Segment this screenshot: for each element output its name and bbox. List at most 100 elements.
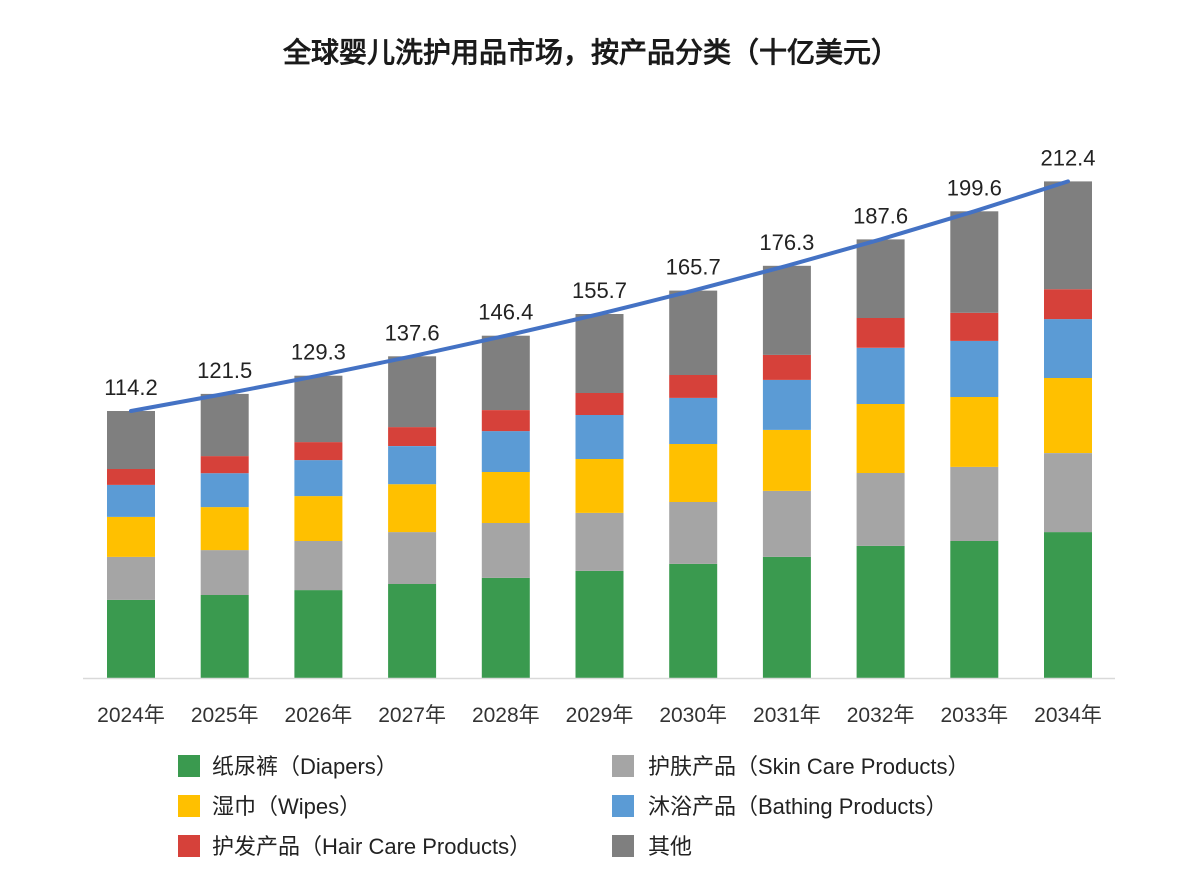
bar-segment-bathing-7 [762, 379, 811, 430]
bar-segment-other-4 [481, 335, 530, 410]
bar-segment-other-1 [200, 393, 249, 457]
bar-segment-skin-care-4 [481, 523, 530, 578]
bar-segment-hair-care-7 [762, 354, 811, 380]
bar-segment-bathing-0 [107, 484, 155, 517]
legend-item-wipes[interactable]: 湿巾（Wipes） [178, 794, 361, 819]
bar-segment-hair-care-6 [669, 375, 718, 398]
legend-label-other: 其他 [648, 834, 692, 859]
total-data-label-1: 121.5 [197, 358, 252, 383]
bar-segment-skin-care-8 [856, 473, 905, 546]
legend-label-bathing: 沐浴产品（Bathing Products） [648, 794, 948, 819]
bar-segment-hair-care-10 [1044, 289, 1092, 320]
bar-segment-other-8 [856, 239, 905, 318]
bar-segment-wipes-10 [1044, 378, 1092, 453]
legend-swatch-skin-care [612, 755, 634, 777]
legend: 纸尿裤（Diapers） 护肤产品（Skin Care Products） 湿巾… [178, 754, 970, 859]
legend-swatch-bathing [612, 795, 634, 817]
bar-segment-hair-care-0 [107, 469, 155, 485]
chart-title: 全球婴儿洗护用品市场，按产品分类（十亿美元） [282, 36, 899, 68]
bar-segment-bathing-6 [669, 397, 718, 444]
bar-segment-skin-care-3 [388, 532, 437, 584]
bar-segment-skin-care-1 [200, 550, 249, 595]
legend-label-hair-care: 护发产品（Hair Care Products） [212, 834, 531, 859]
bar-segment-other-7 [762, 265, 811, 355]
category-labels: 2024年 2025年 2026年 2027年 2028年 2029年 2030年 2031年… [97, 704, 1102, 727]
bar-segment-diapers-3 [388, 584, 437, 678]
legend-item-bathing[interactable]: 沐浴产品（Bathing Products） [612, 794, 948, 819]
legend-item-other[interactable]: 其他 [612, 834, 692, 859]
bar-segment-hair-care-3 [388, 427, 437, 446]
x-tick-label-7: 2031年 [753, 704, 821, 727]
bar-segment-bathing-3 [388, 446, 437, 485]
legend-item-diapers[interactable]: 纸尿裤（Diapers） [178, 754, 398, 779]
bar-segment-hair-care-1 [200, 456, 249, 474]
total-data-label-9: 199.6 [947, 175, 1002, 200]
bar-segment-diapers-9 [950, 541, 999, 678]
bar-segment-diapers-5 [575, 570, 624, 678]
bar-segment-bathing-8 [856, 347, 905, 404]
bar-segment-bathing-2 [294, 460, 343, 497]
bar-segment-diapers-2 [294, 590, 343, 678]
bar-segment-other-3 [388, 356, 437, 428]
bar-segment-bathing-4 [481, 431, 530, 472]
total-data-label-2: 129.3 [291, 340, 346, 365]
bar-segment-other-5 [575, 314, 624, 393]
bar-segment-wipes-2 [294, 496, 343, 541]
bar-segment-hair-care-8 [856, 317, 905, 348]
bar-segment-hair-care-9 [950, 312, 999, 341]
bar-segment-wipes-5 [575, 458, 624, 513]
legend-swatch-diapers [178, 755, 200, 777]
legend-swatch-other [612, 835, 634, 857]
bar-segment-wipes-8 [856, 404, 905, 473]
x-tick-label-3: 2027年 [378, 704, 446, 727]
total-trend-line [129, 179, 1070, 413]
bar-segment-diapers-1 [200, 595, 249, 678]
bar-segment-bathing-9 [950, 340, 999, 397]
bar-segment-other-6 [669, 290, 718, 375]
total-data-label-10: 212.4 [1040, 145, 1095, 170]
bar-segment-wipes-1 [200, 507, 249, 551]
total-data-label-5: 155.7 [572, 278, 627, 303]
bar-segment-skin-care-10 [1044, 453, 1092, 533]
x-tick-label-5: 2029年 [566, 704, 634, 727]
bar-segment-wipes-6 [669, 444, 718, 502]
bar-segment-wipes-3 [388, 484, 437, 533]
bar-segment-diapers-8 [856, 545, 905, 678]
total-data-label-7: 176.3 [759, 230, 814, 255]
legend-item-hair-care[interactable]: 护发产品（Hair Care Products） [178, 834, 531, 859]
bar-segment-other-10 [1044, 181, 1092, 290]
legend-label-diapers: 纸尿裤（Diapers） [212, 754, 398, 779]
bar-segment-bathing-5 [575, 415, 624, 459]
total-labels: 114.2 121.5 129.3 137.6 146.4 155.7 165.7 176.3… [104, 145, 1095, 400]
bar-segment-wipes-7 [762, 429, 811, 491]
bar-segment-diapers-0 [107, 599, 155, 678]
x-tick-label-0: 2024年 [97, 704, 165, 727]
bar-segment-diapers-10 [1044, 532, 1092, 678]
total-data-label-8: 187.6 [853, 203, 908, 228]
bar-segment-wipes-0 [107, 516, 155, 557]
bar-segment-diapers-4 [481, 577, 530, 678]
x-tick-label-1: 2025年 [191, 704, 259, 727]
bar-segment-diapers-7 [762, 556, 811, 678]
legend-item-skin-care[interactable]: 护肤产品（Skin Care Products） [612, 754, 970, 779]
total-data-label-6: 165.7 [666, 255, 721, 280]
bar-segment-wipes-9 [950, 397, 999, 467]
bar-segment-other-9 [950, 211, 999, 313]
bar-segment-bathing-10 [1044, 319, 1092, 378]
x-tick-label-4: 2028年 [472, 704, 540, 727]
total-line-group [129, 179, 1070, 413]
bar-segment-bathing-1 [200, 473, 249, 508]
bar-segment-other-2 [294, 375, 343, 443]
bar-segment-skin-care-7 [762, 491, 811, 557]
legend-swatch-wipes [178, 795, 200, 817]
x-tick-label-9: 2033年 [940, 704, 1008, 727]
bars [107, 181, 1092, 678]
bar-segment-hair-care-2 [294, 442, 343, 461]
bar-segment-skin-care-5 [575, 512, 624, 571]
x-tick-label-6: 2030年 [659, 704, 727, 727]
x-tick-label-2: 2026年 [285, 704, 353, 727]
total-data-label-0: 114.2 [104, 375, 157, 400]
bar-segment-hair-care-5 [575, 393, 624, 415]
legend-swatch-hair-care [178, 835, 200, 857]
